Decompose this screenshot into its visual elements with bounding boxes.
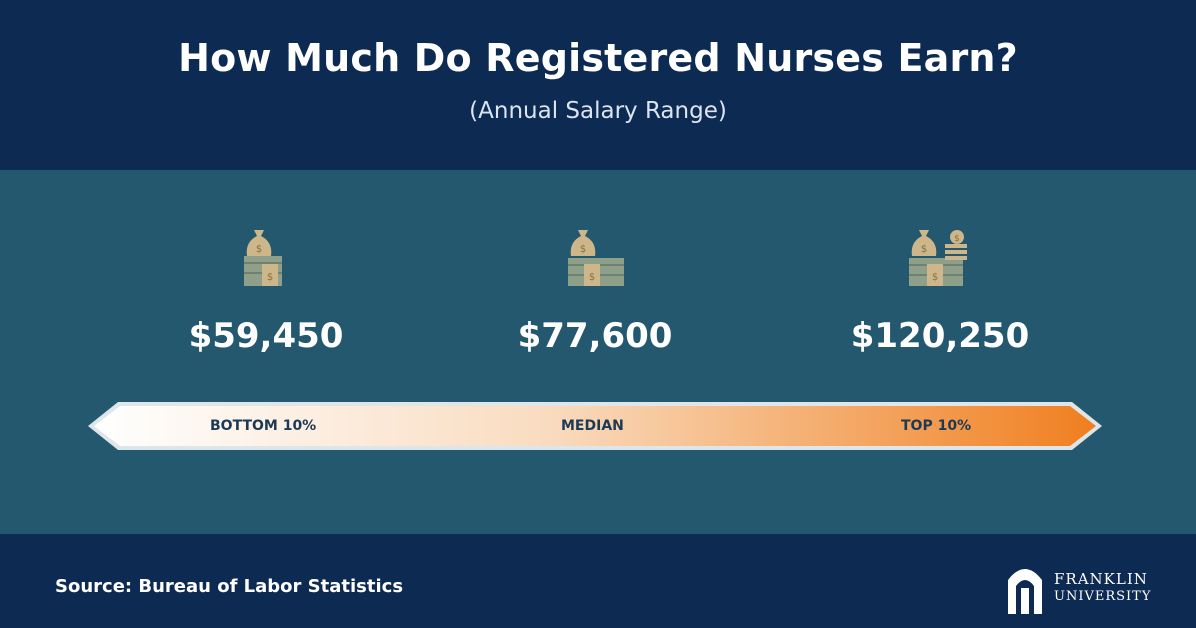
band-label-top: TOP 10%: [901, 418, 972, 434]
svg-text:$: $: [256, 244, 262, 255]
band-label-median: MEDIAN: [561, 418, 624, 434]
source-note: Source: Bureau of Labor Statistics: [55, 576, 404, 597]
salary-column-bottom: $ $ $59,450: [136, 228, 396, 356]
svg-text:$: $: [954, 234, 960, 244]
footer: Source: Bureau of Labor Statistics FRANK…: [0, 534, 1196, 628]
salary-panel: $ $ $59,450 $ $ $77,600: [0, 170, 1196, 534]
money-bag-coins-icon: $ $ $: [909, 230, 967, 286]
money-bag-stack-icon: $ $: [244, 230, 282, 286]
salary-column-median: $ $ $77,600: [465, 228, 725, 356]
salary-range-band: [88, 402, 1102, 450]
band-label-bottom: BOTTOM 10%: [210, 418, 317, 434]
svg-text:$: $: [921, 244, 927, 255]
page-subtitle: (Annual Salary Range): [469, 98, 727, 124]
franklin-university-logo[interactable]: FRANKLIN UNIVERSITY: [1004, 562, 1164, 622]
salary-column-top: $ $ $ $120,250: [810, 228, 1070, 356]
salary-value-top: $120,250: [850, 316, 1030, 356]
page-title: How Much Do Registered Nurses Earn?: [178, 36, 1018, 80]
logo-arch-icon: [1008, 569, 1042, 614]
svg-text:$: $: [589, 272, 595, 283]
logo-text-university: UNIVERSITY: [1054, 589, 1152, 604]
header: How Much Do Registered Nurses Earn? (Ann…: [0, 0, 1196, 170]
salary-value-median: $77,600: [517, 316, 673, 356]
logo-text-franklin: FRANKLIN: [1054, 570, 1148, 588]
svg-text:$: $: [932, 272, 938, 283]
money-bag-stack-icon: $ $: [568, 230, 624, 286]
salary-value-bottom: $59,450: [188, 316, 344, 356]
svg-text:$: $: [580, 244, 586, 255]
svg-text:$: $: [267, 272, 273, 283]
